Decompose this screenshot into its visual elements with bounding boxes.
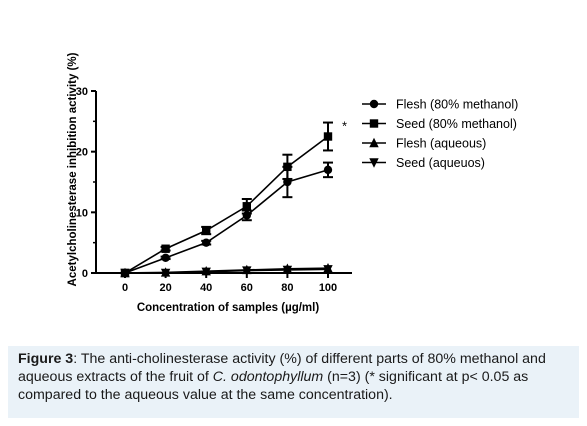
x-axis-title: Concentration of samples (µg/ml) [137, 302, 320, 314]
legend-marker [369, 158, 379, 168]
legend: Flesh (80% methanol) Seed (80% methanol) F… [362, 98, 518, 170]
significance-annotation: * [342, 119, 347, 134]
data-point [201, 267, 211, 277]
data-point [323, 165, 333, 175]
data-point [242, 202, 251, 211]
legend-marker [369, 119, 379, 128]
line-chart: 0 10 20 30 0 20 40 60 80 100 Concentration of samp… [67, 52, 518, 314]
data-point [161, 244, 170, 253]
series-layer [120, 121, 333, 279]
legend-marker [369, 99, 379, 109]
x-tick-label: 20 [159, 282, 171, 294]
data-point [323, 132, 333, 141]
legend-label: Flesh (80% methanol) [396, 98, 518, 112]
annotations: * [342, 119, 347, 134]
chart-area: 0 10 20 30 0 20 40 60 80 100 Concentration of samp… [67, 52, 518, 314]
legend-label: Flesh (aqueous) [396, 137, 486, 151]
series-triangle-down [120, 265, 333, 279]
legend-label: Seed (80% methanol) [396, 117, 517, 131]
x-tick-label: 80 [281, 282, 293, 294]
data-point [161, 253, 170, 263]
data-point [202, 226, 211, 235]
data-point [283, 162, 292, 172]
series-line [124, 135, 329, 274]
caption-species-name: C. odontophyllum [212, 369, 324, 385]
legend-item: Seed (aqueuos) [362, 156, 485, 170]
legend-marker [369, 137, 379, 148]
data-point [120, 268, 130, 279]
legend-item: Flesh (80% methanol) [362, 98, 518, 112]
series-square [120, 121, 333, 278]
x-tick-label: 0 [122, 282, 128, 294]
data-point [323, 265, 333, 275]
axes: 0 10 20 30 0 20 40 60 80 100 Concentration of samp… [67, 52, 352, 314]
figure-caption: Figure 3: The anti-cholinesterase activi… [8, 346, 579, 418]
caption-text-before: : The anti-cholinesterase activity (%) o… [18, 351, 546, 385]
legend-item: Flesh (aqueous) [362, 137, 486, 151]
y-axis-title: Acetylcholinesterase inhibition activity… [67, 52, 79, 286]
data-point [282, 265, 293, 276]
caption-figure-label: Figure 3 [18, 351, 74, 367]
y-tick-label: 30 [76, 86, 88, 98]
series-circle [120, 161, 333, 278]
x-tick-label: 100 [319, 282, 337, 294]
x-tick-label: 60 [241, 282, 253, 294]
legend-item: Seed (80% methanol) [362, 117, 517, 131]
caption-text-after: (n=3) (* significant at p< 0.05 as compa… [18, 369, 529, 403]
data-point [202, 238, 211, 247]
series-line [125, 268, 329, 274]
data-point [242, 266, 252, 276]
y-tick-label: 10 [76, 207, 88, 219]
y-tick-label: 0 [82, 268, 88, 280]
series-line [124, 169, 329, 274]
x-tick-label: 40 [200, 282, 212, 294]
y-tick-label: 20 [76, 147, 88, 159]
legend-label: Seed (aqueuos) [396, 156, 485, 170]
data-point [160, 268, 171, 279]
